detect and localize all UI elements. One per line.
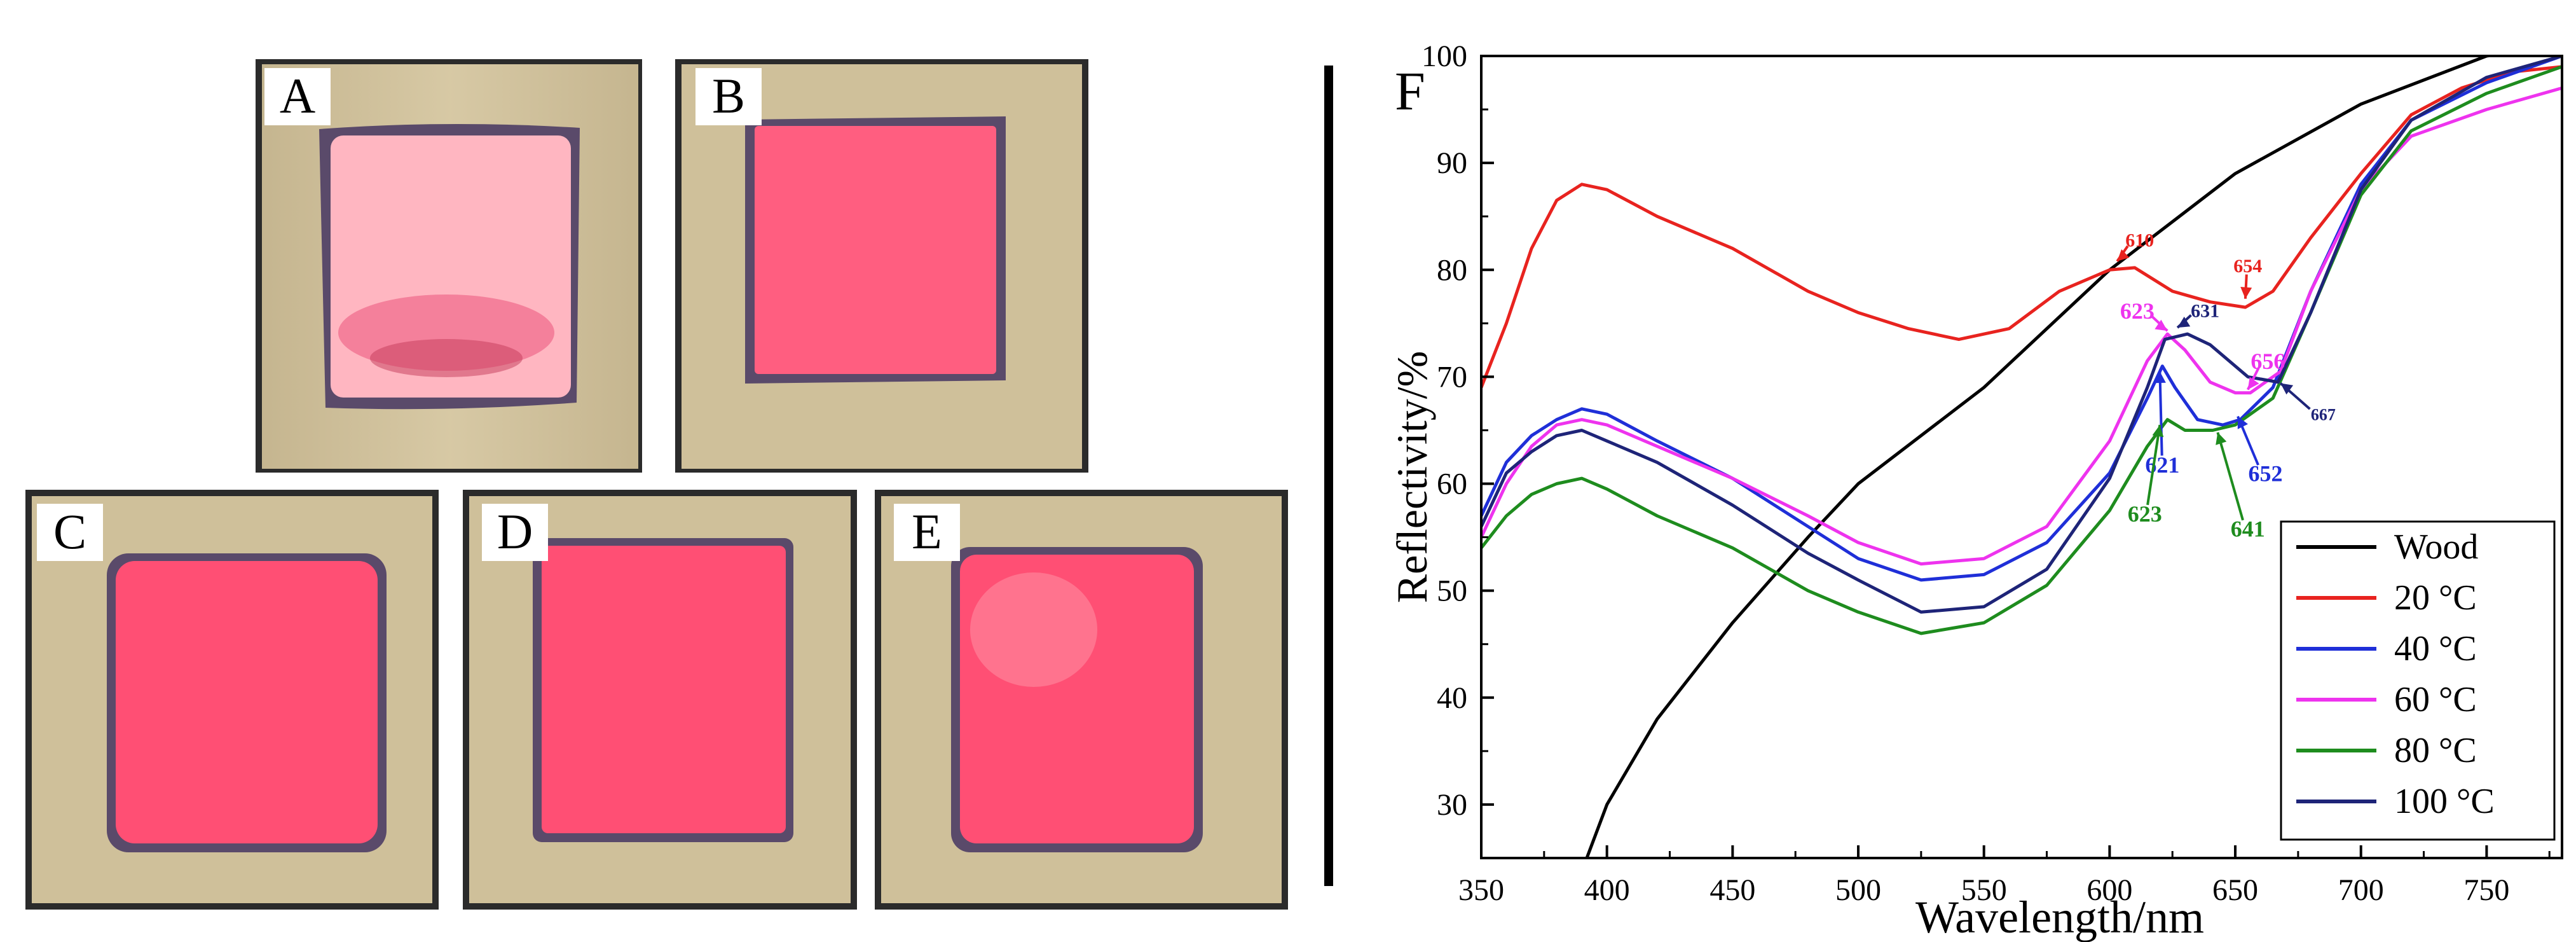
annotation-label-1: 654 — [2233, 256, 2262, 277]
legend-label-2: 40 °C — [2394, 629, 2477, 668]
y-tick-label-0: 30 — [1437, 788, 1467, 822]
series-line-5 — [1481, 56, 2562, 614]
x-tick-label-0: 350 — [1458, 873, 1504, 907]
annotation-arrowhead-5 — [2280, 383, 2294, 395]
series-line-1 — [1481, 65, 2562, 389]
photo-b-image — [682, 64, 1082, 469]
annotation-arrow-9 — [2216, 432, 2244, 521]
coating-square — [542, 546, 786, 833]
annotation-label-2: 623 — [2120, 298, 2155, 324]
annotation-arrowhead-6 — [2154, 371, 2166, 384]
annotation-label-9: 641 — [2231, 516, 2265, 542]
coating-square — [755, 126, 996, 374]
x-tick-label-3: 500 — [1835, 873, 1881, 907]
plot-frame — [1480, 55, 2563, 859]
reflectivity-chart: F Reflectivity/% Wavelength/nm 350 400 450… — [1388, 39, 2563, 942]
annotation-arrow-8 — [2146, 424, 2162, 506]
legend-label-4: 80 °C — [2394, 731, 2477, 770]
annotation-arrowhead-8 — [2152, 425, 2164, 438]
photo-d-label: D — [482, 504, 548, 561]
annotation-arrowhead-3 — [2177, 316, 2191, 328]
x-tick-label-2: 450 — [1709, 873, 1755, 907]
photo-e-image — [881, 496, 1282, 903]
annotation-arrowhead-0 — [2117, 249, 2130, 261]
panel-label: F — [1395, 60, 1425, 121]
y-tick-label-6: 90 — [1437, 146, 1467, 180]
y-tick-label-7: 100 — [1422, 39, 1467, 73]
y-axis-label: Reflectivity/% — [1388, 351, 1436, 604]
photo-c-image — [32, 496, 432, 903]
annotation-label-0: 610 — [2125, 230, 2154, 251]
annotation-label-6: 621 — [2145, 452, 2179, 478]
legend-label-1: 20 °C — [2394, 578, 2477, 618]
annotation-label-3: 631 — [2191, 301, 2219, 322]
coating-square — [116, 561, 378, 843]
photo-a-image — [262, 64, 638, 469]
annotation-label-5: 667 — [2311, 405, 2336, 424]
x-tick-label-6: 650 — [2212, 873, 2258, 907]
annotation-label-8: 623 — [2128, 501, 2162, 527]
annotation-arrowhead-7 — [2237, 416, 2248, 429]
annotation-arrowhead-2 — [2155, 319, 2168, 331]
annotation-label-4: 656 — [2251, 349, 2285, 374]
legend-box — [2280, 520, 2556, 841]
x-axis-label: Wavelength/nm — [1915, 892, 2204, 942]
photo-d: D — [463, 490, 857, 910]
panel-divider — [1324, 66, 1333, 886]
x-tick-label-5: 600 — [2086, 873, 2132, 907]
y-tick-label-2: 50 — [1437, 574, 1467, 608]
coating-square — [960, 555, 1194, 843]
photo-a-label: A — [264, 68, 331, 125]
legend-label-5: 100 °C — [2394, 782, 2495, 821]
annotation-arrow-6 — [2158, 371, 2163, 456]
photo-e: E — [875, 490, 1288, 910]
annotation-arrowhead-1 — [2240, 287, 2252, 299]
series-line-3 — [1481, 86, 2562, 566]
y-tick-label-5: 80 — [1437, 253, 1467, 287]
y-tick-label-4: 70 — [1437, 360, 1467, 394]
annotation-arrowhead-4 — [2247, 377, 2259, 390]
x-tick-label-8: 750 — [2463, 873, 2509, 907]
x-tick-label-7: 700 — [2338, 873, 2384, 907]
photo-d-image — [469, 496, 851, 903]
photo-b-label: B — [695, 68, 762, 125]
photo-c-label: C — [37, 504, 103, 561]
annotation-label-7: 652 — [2249, 461, 2283, 486]
photo-e-label: E — [894, 504, 960, 561]
legend-label-3: 60 °C — [2394, 680, 2477, 719]
photo-b: B — [675, 59, 1088, 473]
annotation-arrowhead-9 — [2216, 432, 2227, 445]
x-tick-label-4: 550 — [1961, 873, 2007, 907]
x-tick-label-1: 400 — [1584, 873, 1630, 907]
series-line-0 — [1585, 56, 2498, 858]
photo-c: C — [25, 490, 439, 910]
legend-label-0: Wood — [2394, 527, 2478, 567]
y-tick-label-3: 60 — [1437, 468, 1467, 501]
photo-a: A — [256, 59, 642, 473]
y-tick-label-1: 40 — [1437, 681, 1467, 715]
